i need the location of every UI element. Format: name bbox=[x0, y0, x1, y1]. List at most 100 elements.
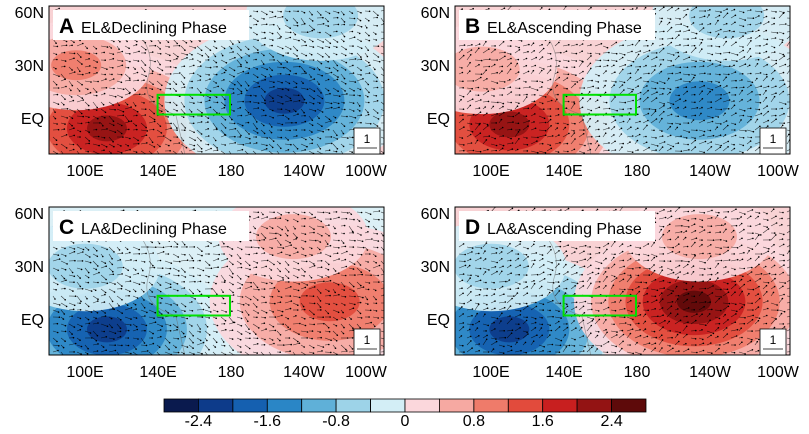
significance-dot bbox=[179, 261, 181, 263]
significance-dot bbox=[113, 146, 115, 148]
significance-dot bbox=[343, 133, 345, 135]
significance-dot bbox=[290, 244, 292, 246]
significance-dot bbox=[614, 141, 616, 143]
significance-dot bbox=[590, 7, 592, 9]
significance-dot bbox=[368, 226, 370, 228]
significance-dot bbox=[544, 118, 546, 120]
significance-dot bbox=[463, 150, 465, 152]
significance-dot bbox=[517, 63, 519, 65]
significance-dot bbox=[288, 149, 290, 151]
significance-dot bbox=[502, 135, 504, 137]
significance-dot bbox=[113, 309, 115, 311]
significance-dot bbox=[147, 130, 149, 132]
significance-dot bbox=[104, 301, 106, 303]
significance-dot bbox=[88, 272, 90, 274]
significance-dot bbox=[263, 63, 265, 65]
significance-dot bbox=[463, 108, 465, 110]
significance-dot bbox=[113, 58, 115, 60]
significance-dot bbox=[672, 38, 674, 40]
significance-dot bbox=[241, 249, 243, 251]
significance-dot bbox=[257, 40, 259, 42]
significance-dot bbox=[487, 125, 489, 127]
significance-dot bbox=[720, 94, 722, 96]
significance-dot bbox=[184, 254, 186, 256]
significance-dot bbox=[480, 99, 482, 101]
significance-dot bbox=[289, 242, 291, 244]
significance-dot bbox=[161, 105, 163, 107]
significance-dot bbox=[136, 129, 138, 131]
significance-dot bbox=[97, 265, 99, 267]
significance-dot bbox=[387, 114, 389, 116]
significance-dot bbox=[192, 258, 194, 260]
significance-dot bbox=[517, 149, 519, 151]
significance-dot bbox=[171, 246, 173, 248]
significance-dot bbox=[512, 142, 514, 144]
significance-dot bbox=[186, 318, 188, 320]
significance-dot bbox=[495, 122, 497, 124]
significance-dot bbox=[669, 22, 671, 24]
significance-dot bbox=[89, 140, 91, 142]
significance-dot bbox=[199, 275, 201, 277]
significance-dot bbox=[336, 31, 338, 33]
significance-dot bbox=[369, 64, 371, 66]
significance-dot bbox=[646, 142, 648, 144]
significance-dot bbox=[711, 146, 713, 148]
significance-dot bbox=[719, 64, 721, 66]
significance-dot bbox=[135, 105, 137, 107]
significance-dot bbox=[242, 296, 244, 298]
significance-dot bbox=[685, 116, 687, 118]
significance-dot bbox=[57, 46, 59, 48]
significance-dot bbox=[694, 66, 696, 68]
significance-dot bbox=[647, 55, 649, 57]
significance-dot bbox=[379, 265, 381, 267]
significance-dot bbox=[336, 122, 338, 124]
significance-dot bbox=[145, 87, 147, 89]
significance-dot bbox=[761, 11, 763, 13]
significance-dot bbox=[280, 155, 282, 157]
significance-dot bbox=[223, 243, 225, 245]
significance-dot bbox=[368, 114, 370, 116]
significance-dot bbox=[672, 73, 674, 75]
significance-dot bbox=[193, 132, 195, 134]
significance-dot bbox=[242, 149, 244, 151]
significance-dot bbox=[256, 128, 258, 130]
significance-dot bbox=[81, 63, 83, 65]
significance-dot bbox=[88, 282, 90, 284]
significance-dot bbox=[464, 44, 466, 46]
significance-dot bbox=[233, 294, 235, 296]
significance-dot bbox=[153, 129, 155, 131]
significance-dot bbox=[783, 54, 785, 56]
significance-dot bbox=[210, 67, 212, 69]
significance-dot bbox=[775, 86, 777, 88]
significance-dot bbox=[545, 130, 547, 132]
significance-dot bbox=[144, 315, 146, 317]
significance-dot bbox=[513, 116, 515, 118]
significance-dot bbox=[701, 23, 703, 25]
significance-dot bbox=[488, 8, 490, 10]
significance-dot bbox=[663, 7, 665, 9]
significance-dot bbox=[183, 322, 185, 324]
significance-dot bbox=[376, 95, 378, 97]
significance-dot bbox=[287, 220, 289, 222]
significance-dot bbox=[71, 125, 73, 127]
significance-dot bbox=[241, 318, 243, 320]
significance-dot bbox=[143, 79, 145, 81]
significance-dot bbox=[375, 33, 377, 35]
significance-dot bbox=[694, 16, 696, 18]
significance-dot bbox=[170, 268, 172, 270]
significance-dot bbox=[107, 326, 109, 328]
significance-dot bbox=[512, 121, 514, 123]
significance-dot bbox=[791, 56, 793, 58]
significance-dot bbox=[782, 41, 784, 43]
significance-dot bbox=[193, 102, 195, 104]
significance-dot bbox=[624, 54, 626, 56]
significance-dot bbox=[152, 84, 154, 86]
significance-dot bbox=[191, 325, 193, 327]
significance-dot bbox=[360, 234, 362, 236]
significance-dot bbox=[574, 132, 576, 134]
significance-dot bbox=[112, 104, 114, 106]
significance-dot bbox=[298, 290, 300, 292]
significance-dot bbox=[129, 252, 131, 254]
significance-dot bbox=[242, 284, 244, 286]
significance-dot bbox=[112, 271, 114, 273]
